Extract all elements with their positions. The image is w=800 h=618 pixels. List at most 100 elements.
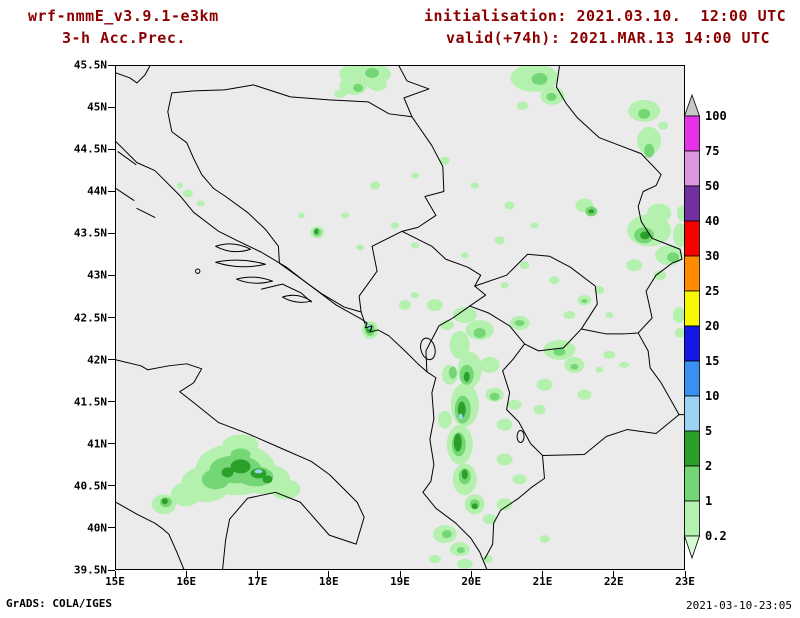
y-axis-tick-mark	[108, 274, 115, 276]
colorbar: 100 75 50 40 30 25 20 15 10 5 2 1 0.2	[684, 94, 727, 560]
colorbar-label: 75	[705, 144, 719, 158]
y-axis-tick-label: 41.5N	[73, 395, 107, 409]
precip-shading	[151, 66, 684, 569]
colorbar-label: 100	[705, 109, 727, 123]
grads-credit: GrADS: COLA/IGES	[6, 597, 112, 610]
island-mljet	[281, 294, 312, 303]
y-axis-tick-label: 44N	[87, 184, 107, 198]
y-axis-tick-mark	[108, 64, 115, 66]
lake-shkodra	[420, 337, 436, 361]
y-axis-tick-mark	[108, 485, 115, 487]
y-axis-tick-label: 41N	[87, 437, 107, 451]
x-axis-tick-mark	[257, 571, 258, 577]
border-croatia-serbia	[398, 66, 430, 118]
y-axis-tick-label: 44.5N	[73, 142, 107, 156]
colorbar-label: 0.2	[705, 529, 727, 543]
y-axis-tick-label: 42.5N	[73, 311, 107, 324]
map-frame	[115, 65, 685, 570]
colorbar-segment	[684, 115, 700, 152]
x-axis-tick-label: 19E	[390, 575, 410, 588]
lake-ohrid	[516, 430, 525, 444]
y-axis-tick-mark	[108, 106, 115, 108]
x-axis-tick-mark	[542, 571, 543, 577]
y-axis-tick-mark	[108, 401, 115, 403]
x-axis-tick-label: 23E	[675, 575, 695, 588]
border-slovenia-croatia	[116, 66, 151, 84]
border-macedonia-greece	[542, 414, 680, 456]
border-montenegro-kosovo	[469, 285, 487, 307]
y-axis-tick-label: 43.5N	[73, 226, 107, 240]
x-axis-tick-label: 17E	[247, 575, 268, 588]
coastlines-and-borders	[116, 66, 684, 569]
product-title: 3-h Acc.Prec.	[62, 29, 186, 47]
colorbar-segment	[684, 150, 700, 187]
colorbar-label: 2	[705, 459, 712, 473]
colorbar-label: 25	[705, 284, 719, 298]
x-axis-tick-mark	[185, 571, 187, 577]
valid-time-label: valid(+74h): 2021.MAR.13 14:00 UTC	[446, 29, 771, 47]
colorbar-label: 15	[705, 354, 719, 368]
border-bosnia-serbia-drina	[401, 116, 445, 232]
y-axis-tick-label: 45.5N	[73, 58, 107, 72]
y-axis-tick-label: 40N	[87, 521, 107, 535]
coastline-balkan-adriatic	[116, 141, 488, 569]
island-kornati	[136, 207, 156, 218]
y-axis-tick-mark	[108, 190, 115, 192]
colorbar-segment	[684, 185, 700, 222]
x-axis-tick-mark	[114, 571, 116, 577]
y-axis-tick-label: 40.5N	[73, 479, 107, 493]
x-axis-tick-mark	[328, 571, 330, 577]
island-korcula	[236, 276, 273, 284]
model-title: wrf-nmmE_v3.9.1-e3km	[28, 7, 219, 25]
y-axis-tick-label: 43N	[87, 268, 107, 282]
creation-timestamp: 2021-03-10-23:05	[686, 599, 792, 612]
x-axis-tick-label: 15E	[105, 575, 125, 588]
island-dugi-otok	[116, 188, 135, 201]
x-axis-tick-mark	[613, 571, 615, 577]
x-axis-tick-mark	[684, 571, 686, 577]
border-bosnia-montenegro	[358, 230, 403, 313]
colorbar-label: 50	[705, 179, 719, 193]
island-hvar	[215, 259, 266, 268]
colorbar-segment	[684, 255, 700, 292]
y-axis-tick-mark	[108, 232, 115, 234]
colorbar-segment	[684, 430, 700, 467]
border-croatia-bosnia-south	[303, 280, 366, 325]
border-kosovo-serbia	[474, 253, 598, 330]
x-axis-tick-label: 18E	[318, 575, 339, 588]
colorbar-label: 40	[705, 214, 719, 228]
colorbar-arrow-bottom	[684, 535, 701, 560]
y-axis-tick-label: 39.5N	[73, 563, 107, 577]
border-serbia-romania	[555, 66, 662, 176]
colorbar-segment	[684, 290, 700, 327]
border-montenegro-albania	[425, 305, 471, 373]
y-axis-tick-mark	[108, 569, 115, 571]
colorbar-label: 1	[705, 494, 712, 508]
colorbar-segment	[684, 360, 700, 397]
colorbar-label: 10	[705, 389, 719, 403]
colorbar-segment	[684, 465, 700, 502]
y-axis-tick-mark	[108, 527, 115, 529]
border-macedonia-bulgaria	[637, 332, 680, 416]
colorbar-arrow-top	[684, 94, 701, 117]
init-time-label: initialisation: 2021.03.10. 12:00 UTC	[424, 7, 787, 25]
colorbar-segment	[684, 500, 700, 537]
coastline-italy-adriatic	[116, 359, 365, 569]
colorbar-segment	[684, 325, 700, 362]
map-canvas	[116, 66, 684, 569]
y-axis-tick-mark	[108, 317, 115, 318]
border-macedonia-albania	[502, 343, 543, 456]
island-pag	[117, 151, 137, 166]
colorbar-segment	[684, 220, 700, 257]
y-axis-tick-label: 42N	[87, 353, 107, 367]
colorbar-label: 30	[705, 249, 719, 263]
x-axis-tick-mark	[399, 571, 401, 577]
x-axis-tick-label: 21E	[532, 575, 553, 588]
peljesac-peninsula	[260, 283, 312, 303]
coastline-italy-tyrrhenian	[116, 501, 185, 569]
colorbar-label: 20	[705, 319, 719, 333]
colorbar-segment	[684, 395, 700, 432]
x-axis-tick-label: 22E	[603, 575, 624, 588]
y-axis-tick-mark	[108, 443, 115, 445]
